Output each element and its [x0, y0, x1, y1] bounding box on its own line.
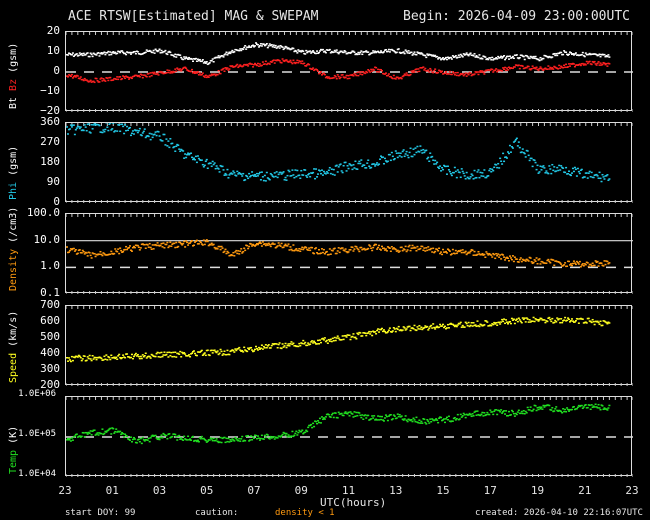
density-note: density < 1 [275, 508, 335, 518]
created-time: created: 2026-04-10 22:16:07UTC [475, 508, 643, 518]
speed-axis-title: Speed (km/s) [8, 310, 19, 383]
y-tick-label: 100.0 [26, 206, 60, 219]
phi-gsm-plot [66, 123, 633, 203]
y-tick-label: 20 [46, 24, 60, 37]
x-tick-label: 21 [578, 484, 592, 497]
bt-bz-gsm-plot [66, 32, 633, 112]
density-axis-title: Density (/cm3) [8, 206, 19, 291]
x-tick-label: 07 [247, 484, 261, 497]
x-tick-label: 15 [436, 484, 450, 497]
y-tick-label: 400 [40, 346, 60, 359]
speed-panel [65, 305, 633, 386]
x-tick-label: 11 [341, 484, 356, 497]
y-tick-label: 0.1 [40, 286, 60, 299]
begin-time: Begin: 2026-04-09 23:00:00UTC [403, 9, 630, 24]
y-tick-label: 500 [40, 330, 60, 343]
y-tick-label: 0 [53, 195, 60, 208]
y-tick-label: 300 [40, 362, 60, 375]
x-tick-label: 17 [483, 484, 497, 497]
start-doy: start DOY: 99 [65, 508, 136, 518]
y-tick-label: 1.0E+05 [18, 429, 56, 439]
temp-axis-title: Temp (K) [8, 425, 19, 474]
temp-k-plot [66, 397, 633, 477]
x-tick-label: 23 [58, 484, 72, 497]
x-tick-label: 05 [200, 484, 214, 497]
x-tick-label: 19 [530, 484, 545, 497]
x-tick-label: 09 [294, 484, 308, 497]
phi-panel [65, 122, 633, 203]
mag-axis-title: Bt Bz (gsm) [8, 42, 19, 109]
y-tick-label: −10 [40, 84, 60, 97]
x-axis-title: UTC(hours) [320, 496, 387, 509]
y-tick-label: 270 [40, 135, 60, 148]
density-panel [65, 213, 633, 294]
y-tick-label: 180 [40, 155, 60, 168]
y-tick-label: 1.0E+04 [18, 469, 56, 479]
y-tick-label: 10 [46, 44, 60, 57]
y-tick-label: 90 [46, 175, 60, 188]
density-cm-plot [66, 214, 633, 294]
y-tick-label: −20 [40, 104, 60, 117]
y-tick-label: 360 [40, 115, 60, 128]
chart-title: ACE RTSW[Estimated] MAG & SWEPAM [68, 9, 319, 24]
y-tick-label: 1.0E+06 [18, 389, 56, 399]
speed-km-s-plot [66, 306, 633, 386]
phi-axis-title: Phi (gsm) [8, 145, 19, 200]
mag-panel [65, 31, 633, 112]
x-tick-label: 23 [625, 484, 639, 497]
y-tick-label: 1.0 [40, 259, 60, 272]
y-tick-label: 10.0 [33, 233, 61, 246]
caution-label: caution: [195, 508, 239, 518]
x-tick-label: 01 [105, 484, 119, 497]
y-tick-label: 600 [40, 314, 60, 327]
temp-panel [65, 396, 633, 477]
y-tick-label: 0 [53, 64, 60, 77]
y-tick-label: 700 [40, 298, 60, 311]
x-tick-label: 03 [152, 484, 167, 497]
y-tick-label: 200 [40, 378, 60, 391]
x-tick-label: 13 [389, 484, 403, 497]
